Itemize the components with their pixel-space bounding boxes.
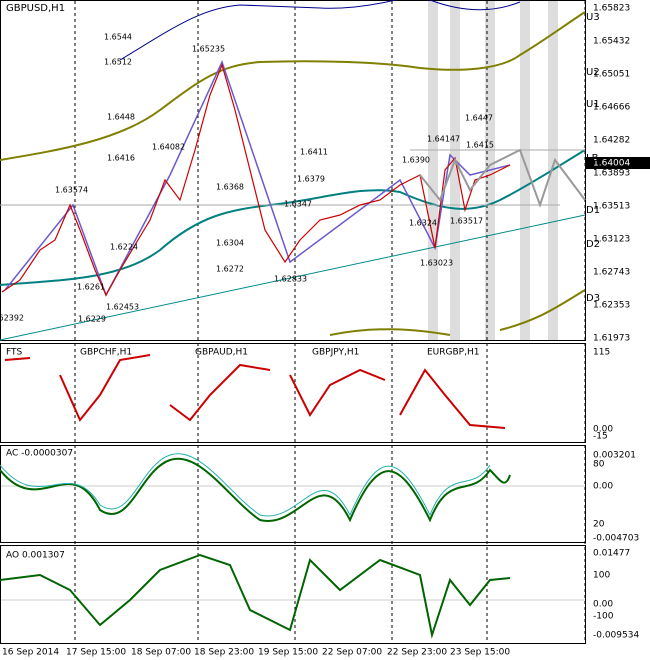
price-label: 1.64666 <box>593 103 630 113</box>
time-label: 23 Sep 15:00 <box>450 648 510 658</box>
upper-band-2 <box>0 11 586 161</box>
ao-frame <box>0 545 586 644</box>
time-label: 18 Sep 23:00 <box>194 648 254 658</box>
ao-axis-label: 0.01477 <box>593 549 630 559</box>
price-annotation: 1.6272 <box>216 265 244 274</box>
time-label: 16 Sep 2014 <box>2 648 59 658</box>
price-annotation: 1.6304 <box>216 239 244 248</box>
price-label: 1.62353 <box>593 301 630 311</box>
price-annotation: 1.6448 <box>107 113 135 122</box>
current-price-box <box>586 157 650 169</box>
price-annotation: 1.62453 <box>106 303 139 312</box>
ao-line <box>0 553 511 639</box>
price-label: 1.61973 <box>593 334 630 344</box>
price-annotation: 1.62833 <box>274 275 307 284</box>
fts-axis-label: 115 <box>593 348 610 358</box>
band-label: D1 <box>586 205 600 216</box>
price-annotation: 1.6411 <box>300 148 328 157</box>
ac-signal <box>0 453 491 517</box>
price-label: 1.65051 <box>593 70 630 80</box>
ao-axis-label: -100 <box>593 612 614 622</box>
price-annotation: 1.64147 <box>427 135 460 144</box>
price-annotation: 1.6415 <box>466 141 494 150</box>
band-label: D2 <box>586 239 600 250</box>
ac-line <box>0 457 511 523</box>
time-label: 22 Sep 23:00 <box>387 648 447 658</box>
ao-label: AO 0.001307 <box>6 551 65 561</box>
projection <box>419 148 586 209</box>
ac-axis-label: 0.00 <box>593 482 613 492</box>
ac-axis-label: 0.003201 <box>593 451 636 461</box>
price-annotation: 1.63517 <box>450 217 483 226</box>
middle-band <box>0 149 586 286</box>
price-label: 1.65432 <box>593 37 630 47</box>
current-price: 1.64004 <box>593 159 630 169</box>
price-label: 1.64282 <box>593 136 630 146</box>
ao-axis-label: 0.00 <box>593 600 613 610</box>
price-annotation: 1.63574 <box>55 186 88 195</box>
band-label: D3 <box>586 293 600 304</box>
price-annotation: .62392 <box>0 314 24 323</box>
band-label: U3 <box>586 12 600 23</box>
price-label: 1.65823 <box>593 4 630 14</box>
ac-axis-label: 20 <box>593 520 605 530</box>
pair-label: GBPCHF,H1 <box>80 348 132 358</box>
ao-axis-label: 100 <box>593 571 610 581</box>
fts-bars <box>4 354 506 429</box>
ac-frame <box>0 445 586 543</box>
fts-axis-label: 0.00 <box>593 425 613 435</box>
price-annotation: 1.6512 <box>104 58 132 67</box>
price-annotation: 1.6390 <box>402 156 430 165</box>
pair-label: EURGBP,H1 <box>427 348 479 358</box>
price-annotation: 1.63023 <box>420 259 453 268</box>
price-label: 1.63893 <box>593 169 630 179</box>
price-annotation: 1.6229 <box>78 315 106 324</box>
band-label: LB <box>586 153 599 164</box>
pair-label: GBPAUD,H1 <box>195 348 248 358</box>
pair-label: GBPJPY,H1 <box>312 348 359 358</box>
price-annotation: 1.65235 <box>192 45 225 54</box>
price-annotation: 1.6324 <box>409 219 437 228</box>
price-annotation: 1.6347 <box>284 200 312 209</box>
price-label: 1.63123 <box>593 235 630 245</box>
price-line <box>1 63 511 297</box>
price-annotation: 1.6368 <box>216 183 244 192</box>
band-label: U2 <box>586 67 600 78</box>
time-label: 22 Sep 07:00 <box>322 648 382 658</box>
symbol-label: GBPUSD,H1 <box>6 3 65 14</box>
period-separators <box>74 1 586 643</box>
ac-axis-label: 80 <box>593 460 605 470</box>
fts-axis-label: -15 <box>593 432 608 442</box>
ac-axis-label: -0.004703 <box>593 534 639 544</box>
price-annotation: 1.6379 <box>297 175 325 184</box>
price-annotation: 1.6224 <box>110 243 138 252</box>
band-label: U1 <box>586 99 600 110</box>
price-annotation: 1.64082 <box>152 143 185 152</box>
price-annotation: 1.6447 <box>465 114 493 123</box>
upper-band <box>119 0 521 61</box>
trend-line <box>0 214 586 341</box>
ac-label: AC -0.0000307 <box>6 449 73 459</box>
fts-label: FTS <box>6 348 23 358</box>
price-annotation: 1.6416 <box>107 154 135 163</box>
time-label: 18 Sep 07:00 <box>131 648 191 658</box>
price-label: 1.62743 <box>593 268 630 278</box>
ao-axis-label: -0.009534 <box>593 631 639 641</box>
price-label: 1.63513 <box>593 202 630 212</box>
time-label: 17 Sep 15:00 <box>66 648 126 658</box>
price-annotation: 1.6261 <box>77 283 105 292</box>
price-annotation: 1.6544 <box>104 33 132 42</box>
lower-band <box>329 289 586 336</box>
time-label: 19 Sep 15:00 <box>258 648 318 658</box>
